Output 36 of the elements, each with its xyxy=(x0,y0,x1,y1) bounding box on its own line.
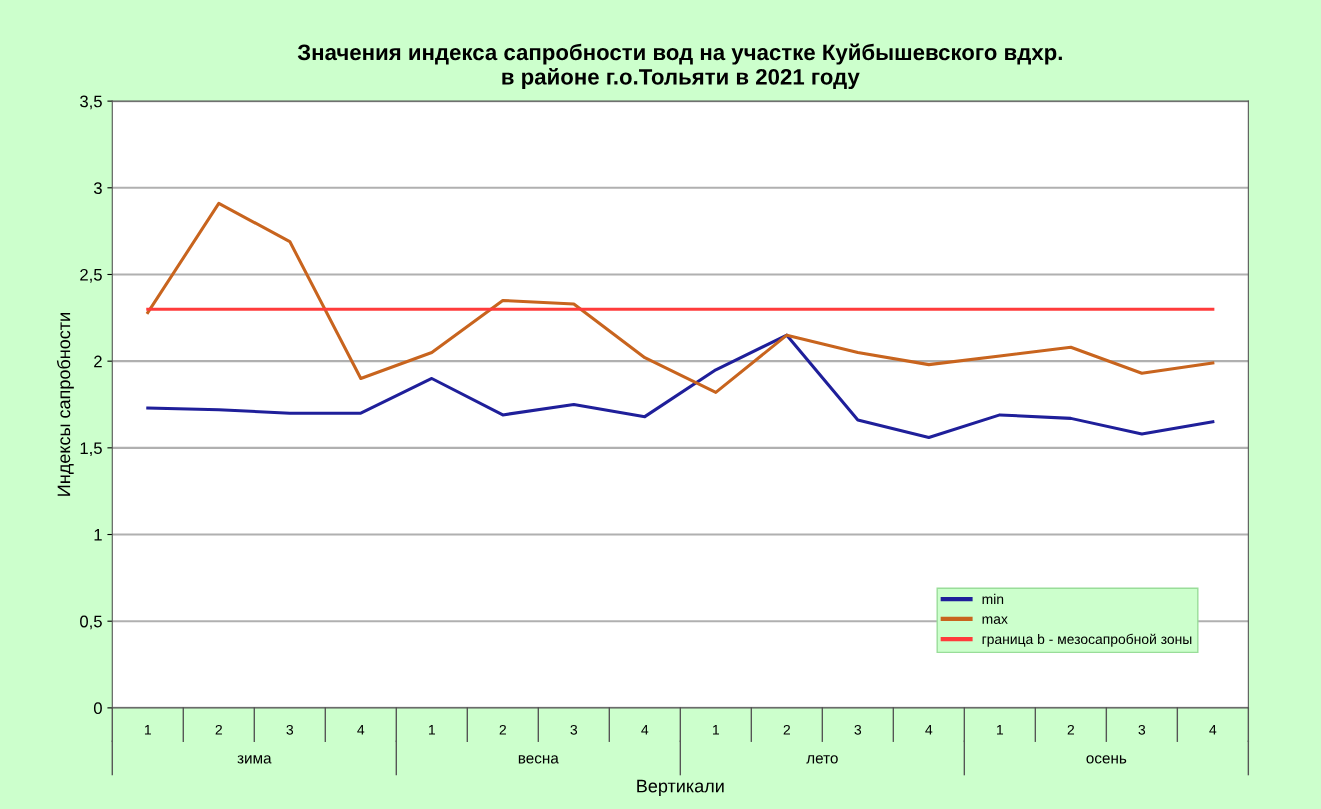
line-series xyxy=(146,201,1215,394)
x-tick-label: 1 xyxy=(997,725,1004,735)
y-tick-label: 1,5 xyxy=(80,442,102,457)
x-tick-label: 3 xyxy=(286,724,294,735)
y-axis-title: Индексы сапробности xyxy=(56,313,74,496)
x-tick-label: 1 xyxy=(429,725,435,735)
x-tick-label: 4 xyxy=(925,725,933,735)
x-tick-label: 2 xyxy=(499,724,506,735)
x-tick-label: 4 xyxy=(1209,725,1217,735)
x-tick-label: 3 xyxy=(854,724,862,735)
x-tick-label: 1 xyxy=(144,725,151,735)
y-tick-label: 1 xyxy=(94,529,102,541)
x-tick-label: 2 xyxy=(1067,724,1074,735)
y-tick-label: 0 xyxy=(93,702,102,715)
text: осень xyxy=(1086,755,1127,764)
y-tick-label: 2,5 xyxy=(80,268,102,283)
x-tick-label: 2 xyxy=(215,724,222,735)
x-tick-label: 2 xyxy=(783,724,790,735)
y-tick-label: 0,5 xyxy=(80,615,102,630)
x-tick-label: 1 xyxy=(713,725,719,735)
legend-label: min xyxy=(982,593,1004,604)
line-series xyxy=(146,333,1215,439)
y-tick-label: 3 xyxy=(93,182,102,195)
chart-title: Значения индекса сапробности вод на участке Куйбышевского вдхр. в районе г.о.Тольяти в 2021 году xyxy=(297,43,1062,90)
y-tick-label: 2 xyxy=(94,355,102,368)
text: зима xyxy=(237,755,272,764)
text: лето xyxy=(806,755,838,764)
text: весна xyxy=(518,755,559,764)
y-tick-label: 3,5 xyxy=(80,95,102,110)
x-tick-label: 3 xyxy=(570,724,578,735)
x-axis-title: Вертикали xyxy=(637,779,724,796)
legend-label: max xyxy=(982,616,1008,624)
x-tick-label: 4 xyxy=(641,725,649,735)
x-tick-label: 3 xyxy=(1138,724,1146,735)
x-tick-label: 4 xyxy=(357,725,365,735)
legend-label: граница b - мезосапробной зоны xyxy=(982,633,1192,647)
